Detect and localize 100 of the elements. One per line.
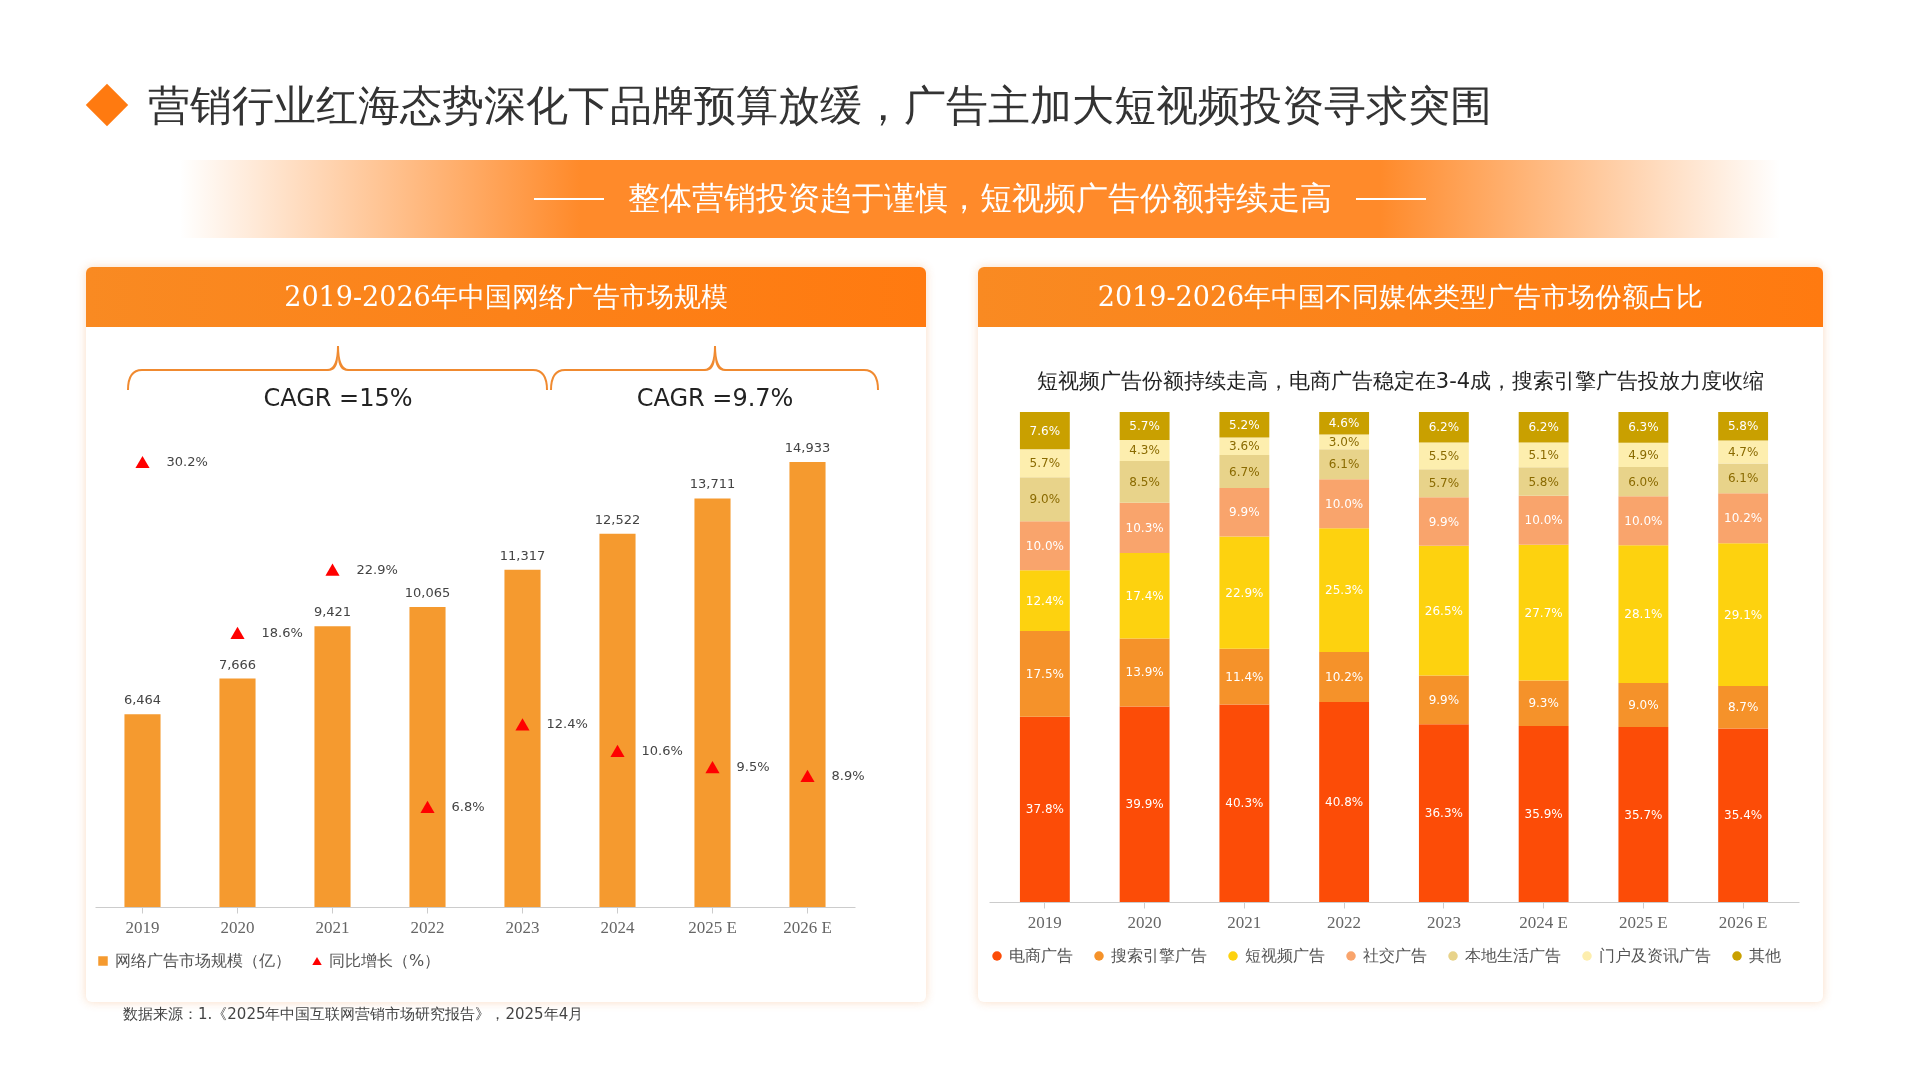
data-label: 10.0% xyxy=(1325,496,1364,511)
bar xyxy=(1618,496,1669,546)
data-label: 7,666 xyxy=(218,656,257,672)
point xyxy=(135,455,150,469)
legend-label: 搜索引擎广告 xyxy=(1111,946,1207,965)
data-label: 6.7% xyxy=(1229,464,1260,479)
bar xyxy=(1618,545,1669,683)
bar xyxy=(1119,706,1170,902)
bar xyxy=(1219,487,1270,537)
bar xyxy=(1618,412,1669,443)
legend-label: 本地生活广告 xyxy=(1465,946,1561,965)
bar xyxy=(1019,716,1070,902)
data-label: 10.0% xyxy=(1025,538,1064,553)
data-label: 6.3% xyxy=(1628,420,1659,435)
bar xyxy=(1019,477,1070,522)
data-label: 5.8% xyxy=(1727,419,1759,434)
x-tick-label: 2024 E xyxy=(1519,912,1568,932)
bar xyxy=(1718,493,1769,544)
x-tick-label: 2019 xyxy=(125,917,160,937)
data-label: 9.9% xyxy=(1428,514,1460,529)
data-label: 27.7% xyxy=(1524,605,1563,620)
data-label: 30.2% xyxy=(166,454,208,469)
point xyxy=(800,769,815,782)
bar xyxy=(1418,469,1469,498)
data-label: 12,522 xyxy=(594,511,641,527)
x-tick-label: 2022 xyxy=(1327,912,1362,932)
data-label: 28.1% xyxy=(1624,607,1663,622)
data-label: 4.3% xyxy=(1129,443,1160,458)
data-label: 12.4% xyxy=(546,716,588,732)
point xyxy=(610,744,625,757)
text: 整体营销投资趋于谨慎，短视频广告份额持续走高 xyxy=(628,178,1332,219)
bar xyxy=(1418,545,1469,676)
source-note: 数据来源：1.《2025年中国互联网营销市场研究报告》，2025年4月 xyxy=(123,1005,584,1024)
data-label: 36.3% xyxy=(1424,806,1463,821)
bar xyxy=(1019,631,1070,717)
legend-label: 其他 xyxy=(1749,946,1781,965)
bar xyxy=(1119,553,1170,639)
point xyxy=(230,626,245,640)
data-label: 40.3% xyxy=(1225,796,1264,811)
bar xyxy=(599,533,636,907)
x-tick-label: 2026 E xyxy=(1718,912,1768,932)
bar xyxy=(789,462,826,907)
data-label: 40.8% xyxy=(1325,795,1364,810)
point xyxy=(325,563,340,576)
bar xyxy=(1418,497,1469,546)
bar xyxy=(1219,536,1270,649)
bar xyxy=(1319,449,1370,480)
data-label: 14,933 xyxy=(784,440,831,455)
bar xyxy=(1219,648,1270,705)
x-tick-label: 2025 E xyxy=(1619,912,1668,932)
x-tick-label: 2021 xyxy=(315,917,350,937)
bar xyxy=(1119,461,1170,503)
data-label: 18.6% xyxy=(261,624,303,640)
bar xyxy=(1518,544,1569,681)
data-label: 10.0% xyxy=(1524,513,1563,528)
data-label: 11.4% xyxy=(1225,669,1264,684)
data-label: 6.2% xyxy=(1428,420,1460,435)
x-tick-label: 2021 xyxy=(1227,912,1262,932)
bar xyxy=(124,714,161,907)
bar xyxy=(1019,449,1070,478)
bar xyxy=(1718,685,1769,729)
bar xyxy=(1019,570,1070,632)
data-label: 35.7% xyxy=(1624,807,1663,822)
legend-label: 电商广告 xyxy=(1009,946,1073,965)
bar xyxy=(1119,638,1170,707)
bar xyxy=(1319,702,1370,902)
data-label: 10,065 xyxy=(404,585,451,601)
x-tick-label: 2022 xyxy=(410,917,445,937)
bar xyxy=(1718,463,1769,494)
bar xyxy=(1119,412,1170,440)
data-label: 9.3% xyxy=(1528,696,1559,711)
data-label: 29.1% xyxy=(1724,607,1763,622)
data-label: 5.5% xyxy=(1428,448,1460,463)
chart-title: 2019-2026年中国不同媒体类型广告市场份额占比 xyxy=(978,267,1823,327)
data-label: 4.6% xyxy=(1328,416,1360,431)
bar xyxy=(1718,543,1769,686)
data-label: 9.5% xyxy=(736,759,770,775)
point xyxy=(420,800,435,813)
data-label: 13,711 xyxy=(689,476,736,492)
data-label: 5.2% xyxy=(1229,417,1260,432)
data-label: 3.0% xyxy=(1328,434,1360,449)
text: 营销行业红海态势深化下品牌预算放缓，广告主加大短视频投资寻求突围 xyxy=(148,80,1492,132)
data-label: 9.9% xyxy=(1229,505,1260,520)
data-label: 10.6% xyxy=(641,742,683,758)
data-label: 35.4% xyxy=(1724,808,1763,823)
x-tick-label: 2023 xyxy=(1426,912,1461,932)
bar xyxy=(1418,442,1469,470)
bar xyxy=(1518,495,1569,545)
legend-label: 社交广告 xyxy=(1363,946,1427,965)
x-tick-label: 2024 xyxy=(600,917,635,937)
bar xyxy=(694,498,731,907)
bar xyxy=(1518,726,1569,902)
data-label: 25.3% xyxy=(1325,583,1364,598)
bar xyxy=(219,678,256,907)
point xyxy=(705,760,720,774)
data-label: 6,464 xyxy=(123,692,162,708)
data-label: 35.9% xyxy=(1524,807,1563,822)
x-tick-label: 2019 xyxy=(1027,912,1062,932)
data-label: 4.7% xyxy=(1727,444,1759,459)
legend-label: 短视频广告 xyxy=(1245,946,1325,965)
